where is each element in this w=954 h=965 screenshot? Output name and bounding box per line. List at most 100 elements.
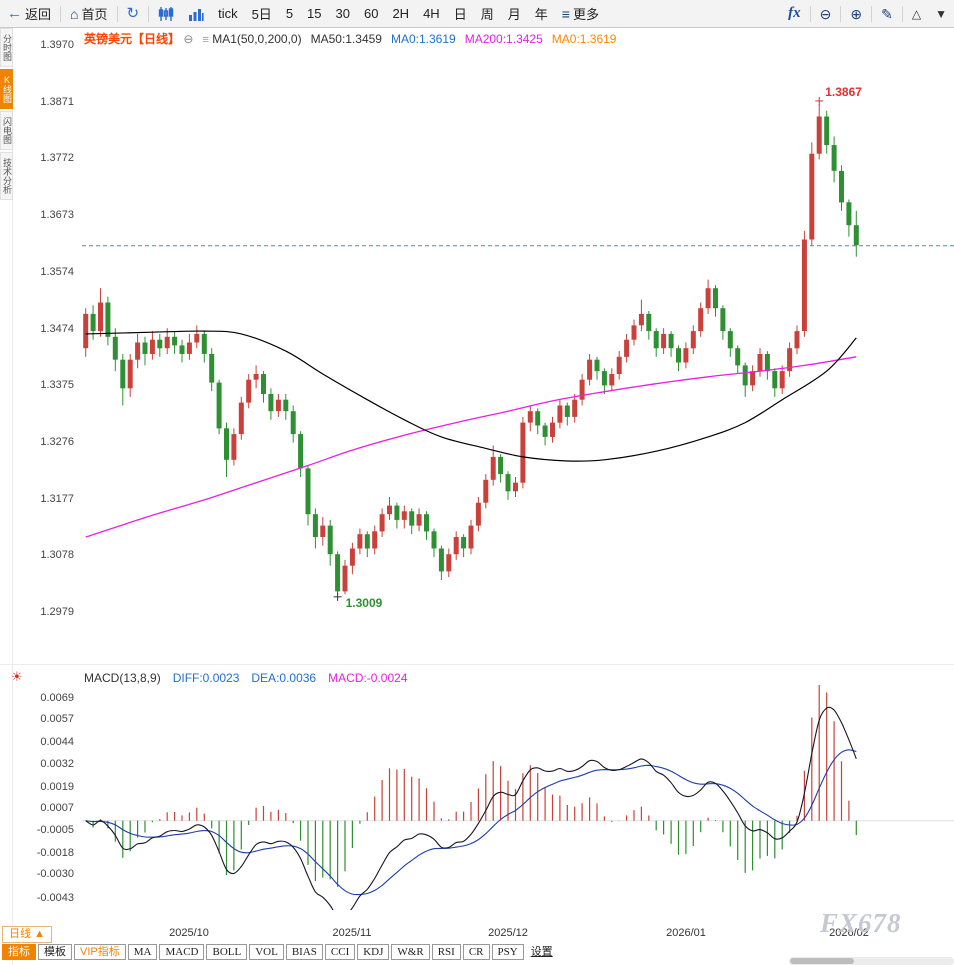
indicator-tab-KDJ[interactable]: KDJ (357, 944, 390, 960)
price-tick-label: 1.3078 (40, 549, 74, 561)
price-tick-label: 1.3574 (40, 266, 74, 278)
month-label-2025/10: 2025/10 (169, 927, 209, 939)
macd-tick-label: -0.0043 (36, 892, 74, 904)
month-label-2025/11: 2025/11 (332, 927, 372, 939)
toolbar-separator (60, 5, 62, 22)
interval-2H-button[interactable]: 2H (392, 6, 410, 21)
macd-tick-label: 0.0032 (40, 758, 74, 770)
interval-年-button[interactable]: 年 (534, 7, 548, 22)
collapse-panel-button[interactable]: ▼ (928, 7, 954, 21)
interval-60-button[interactable]: 60 (363, 6, 379, 21)
ma50-value: MA50:1.3459 (310, 31, 382, 46)
indicator-tab-模板[interactable]: 模板 (38, 944, 72, 960)
bar-chart-type-button[interactable] (181, 6, 211, 22)
macd-tick-label: -0.0030 (36, 868, 74, 880)
indicator-tab-CR[interactable]: CR (462, 944, 490, 960)
price-tick-label: 1.3276 (40, 436, 74, 448)
indicator-tab-W&R[interactable]: W&R (391, 944, 430, 960)
scrollbar-thumb[interactable] (790, 958, 854, 964)
macd-tick-label: -0.0018 (36, 847, 74, 859)
more-label: 更多 (572, 7, 599, 22)
draw-tool-button[interactable]: ✎ (874, 7, 900, 21)
left-tab-K线图[interactable]: K线图 (0, 69, 13, 109)
macd-tick-label: -0.0005 (36, 824, 74, 836)
month-label-2026/02: 2026/02 (829, 927, 869, 939)
zoom-in-button[interactable]: ⊕ (843, 7, 869, 21)
indicator-tab-bar: 指标 模板 VIP指标 MA MACD BOLL VOL BIAS CCI KDJ W&R RSI CR… (2, 944, 558, 960)
toolbar-separator (148, 5, 150, 22)
indicator-tab-BIAS[interactable]: BIAS (285, 944, 323, 960)
indicator-tab-VOL[interactable]: VOL (249, 944, 284, 960)
interval-button-group: 5 15 30 60 2H 4H 日周月年 (279, 4, 555, 23)
price-tick-label: 1.2979 (40, 606, 74, 618)
home-icon: ⌂ (70, 5, 79, 22)
ma-settings-icon[interactable]: ≡ (202, 33, 209, 46)
ma200-value: MA200:1.3425 (464, 31, 543, 46)
interval-4H-button[interactable]: 4H (423, 6, 440, 21)
refresh-icon: ↻ (126, 5, 140, 22)
interval-15-button[interactable]: 15 (307, 6, 322, 21)
fx-icon: fx (788, 5, 801, 21)
more-button[interactable]: ≡ 更多 (555, 4, 606, 23)
price-tick-label: 1.3772 (40, 152, 74, 164)
toolbar-right-group: fx ⊖ ⊕ ✎ △ ▼ (781, 5, 954, 22)
interval-tick-button[interactable]: tick (218, 6, 238, 21)
triangle-up-icon: △ (911, 6, 922, 21)
toolbar-separator (871, 5, 873, 22)
interval-月-button[interactable]: 月 (507, 7, 521, 22)
dea-line (85, 749, 857, 896)
period-selector[interactable]: 日线 ▲ (2, 926, 52, 943)
back-label: 返回 (25, 7, 52, 22)
expand-panel-button[interactable]: △ (905, 7, 928, 21)
toolbar-separator (116, 5, 118, 22)
interval-30-button[interactable]: 30 (335, 6, 350, 21)
low-annotation: 1.3009 (333, 592, 383, 610)
main-chart-header: 英镑美元【日线】 ⊖ ≡ MA1(50,0,200,0) MA50:1.3459… (84, 30, 616, 47)
interval-日-button[interactable]: 日 (453, 7, 467, 22)
horizontal-scrollbar[interactable] (789, 957, 954, 965)
macd-dea-value: DEA:0.0036 (251, 671, 317, 685)
left-tab-闪电图[interactable]: 闪电图 (0, 111, 13, 150)
indicator-tab-RSI[interactable]: RSI (431, 944, 461, 960)
zoom-out-button[interactable]: ⊖ (813, 7, 839, 21)
indicator-tab-PSY[interactable]: PSY (491, 944, 524, 960)
indicator-tab-MACD[interactable]: MACD (159, 944, 205, 960)
ma200-line (85, 356, 857, 538)
interval-5day-button[interactable]: 5日 (251, 7, 272, 22)
macd-diff-value: DIFF:0.0023 (172, 671, 240, 685)
left-tab-技术分析[interactable]: 技术分析 (0, 152, 13, 200)
macd-chart[interactable] (82, 685, 954, 910)
macd-tick-label: 0.0069 (40, 692, 74, 704)
hamburger-icon: ≡ (561, 5, 570, 22)
price-tick-label: 1.3673 (40, 209, 74, 221)
indicator-settings-icon[interactable]: ☀ (11, 669, 23, 684)
price-tick-label: 1.3375 (40, 379, 74, 391)
back-button[interactable]: ← 返回 (0, 4, 58, 23)
ma50-line (85, 330, 857, 462)
bar-chart-icon (189, 8, 204, 21)
left-tab-分时图[interactable]: 分时图 (0, 28, 13, 67)
macd-name: MACD(13,8,9) (84, 671, 161, 685)
indicator-tab-指标[interactable]: 指标 (2, 944, 36, 960)
pencil-icon: ✎ (881, 5, 893, 22)
interval-周-button[interactable]: 周 (480, 7, 494, 22)
indicator-tab-BOLL[interactable]: BOLL (206, 944, 248, 960)
back-arrow-icon: ← (7, 5, 22, 22)
candlestick-chart-type-button[interactable] (151, 6, 181, 22)
home-button[interactable]: ⌂ 首页 (63, 4, 114, 23)
indicator-tab-设置[interactable]: 设置 (525, 945, 558, 959)
formula-button[interactable]: fx (781, 5, 808, 22)
ma-group-label: MA1(50,0,200,0) (212, 31, 302, 46)
interval-5-button[interactable]: 5 (285, 6, 294, 21)
home-label: 首页 (81, 7, 108, 22)
candles-layer (83, 103, 859, 595)
indicator-tab-MA[interactable]: MA (127, 944, 158, 960)
refresh-button[interactable]: ↻ (120, 6, 147, 21)
high-annotation: 1.3867 (815, 85, 862, 105)
collapse-indicator-icon[interactable]: ⊖ (183, 32, 194, 46)
panel-divider (0, 664, 954, 665)
candlestick-chart[interactable]: 1.3867 1.3009 (82, 45, 954, 612)
month-label-2025/12: 2025/12 (488, 927, 528, 939)
indicator-tab-VIP指标[interactable]: VIP指标 (74, 944, 126, 960)
indicator-tab-CCI[interactable]: CCI (324, 944, 356, 960)
